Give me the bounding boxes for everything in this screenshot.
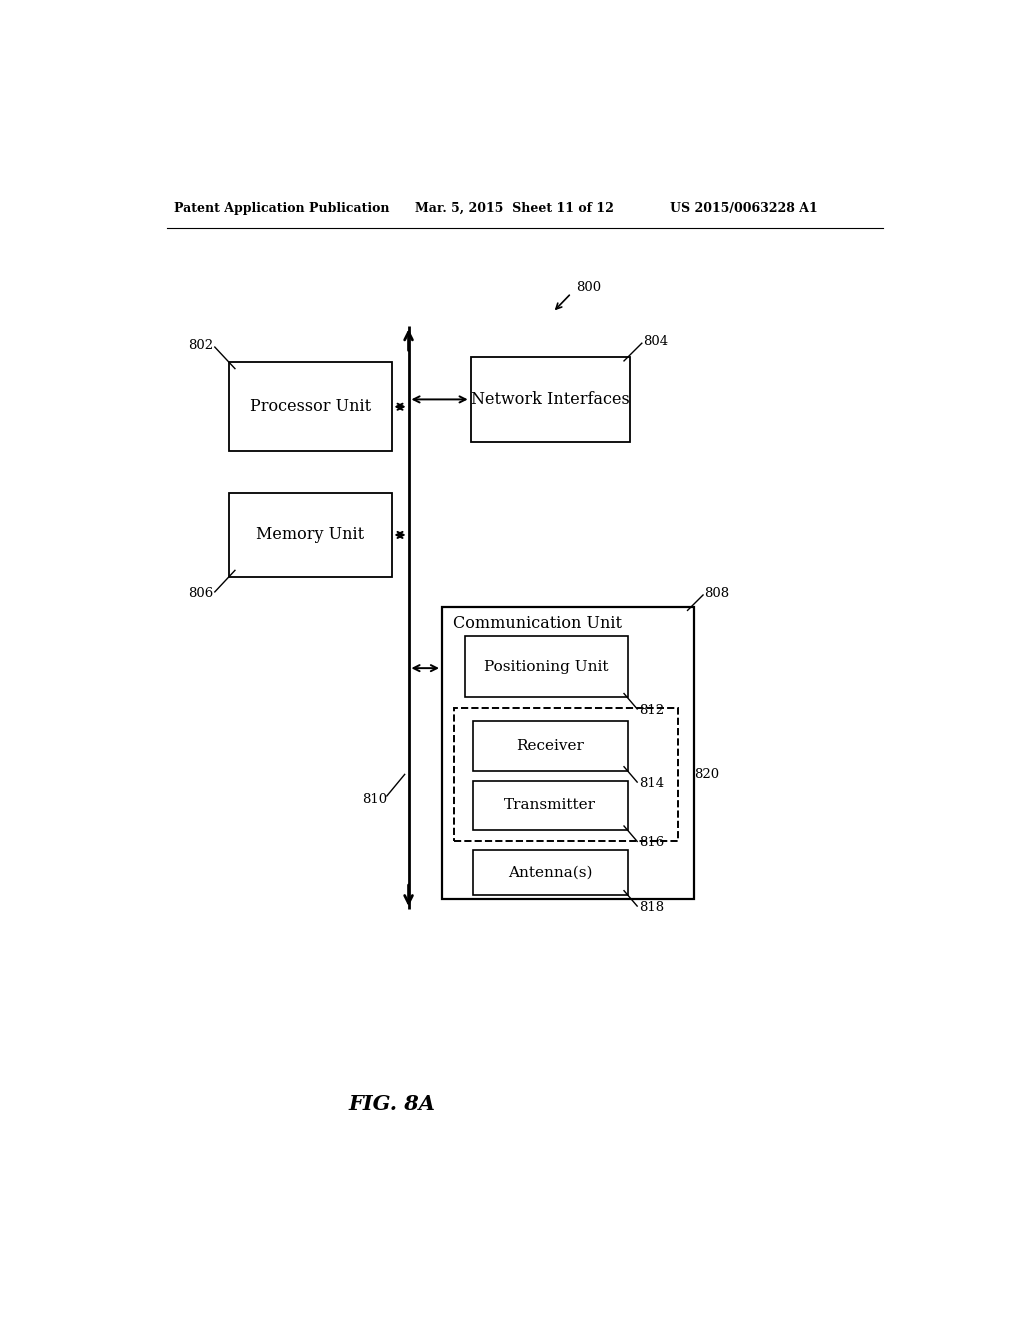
Bar — [473, 780, 628, 830]
Text: 810: 810 — [362, 792, 387, 805]
Text: Antenna(s): Antenna(s) — [508, 865, 593, 879]
Text: 820: 820 — [693, 768, 719, 781]
Bar — [473, 721, 628, 771]
Bar — [454, 708, 678, 841]
Text: Receiver: Receiver — [516, 738, 585, 752]
Text: 812: 812 — [639, 704, 664, 717]
Text: FIG. 8A: FIG. 8A — [348, 1094, 435, 1114]
Text: 814: 814 — [639, 777, 664, 791]
Bar — [442, 607, 693, 899]
Text: Communication Unit: Communication Unit — [453, 615, 622, 632]
Text: Positioning Unit: Positioning Unit — [484, 660, 608, 673]
Text: 802: 802 — [188, 339, 214, 352]
Bar — [471, 356, 630, 442]
Text: 800: 800 — [575, 281, 601, 294]
Bar — [473, 850, 628, 895]
Text: 806: 806 — [188, 587, 214, 601]
Bar — [228, 494, 391, 577]
Text: Patent Application Publication: Patent Application Publication — [174, 202, 390, 215]
Text: 808: 808 — [705, 587, 730, 601]
Text: Network Interfaces: Network Interfaces — [471, 391, 630, 408]
Text: Transmitter: Transmitter — [505, 799, 596, 812]
Text: Memory Unit: Memory Unit — [256, 527, 365, 544]
Text: Mar. 5, 2015  Sheet 11 of 12: Mar. 5, 2015 Sheet 11 of 12 — [415, 202, 613, 215]
Bar — [228, 363, 391, 451]
Text: Processor Unit: Processor Unit — [250, 399, 371, 416]
Text: 804: 804 — [643, 335, 669, 348]
Text: US 2015/0063228 A1: US 2015/0063228 A1 — [671, 202, 818, 215]
Text: 816: 816 — [639, 837, 664, 850]
Bar — [465, 636, 628, 697]
Text: 818: 818 — [639, 902, 664, 915]
